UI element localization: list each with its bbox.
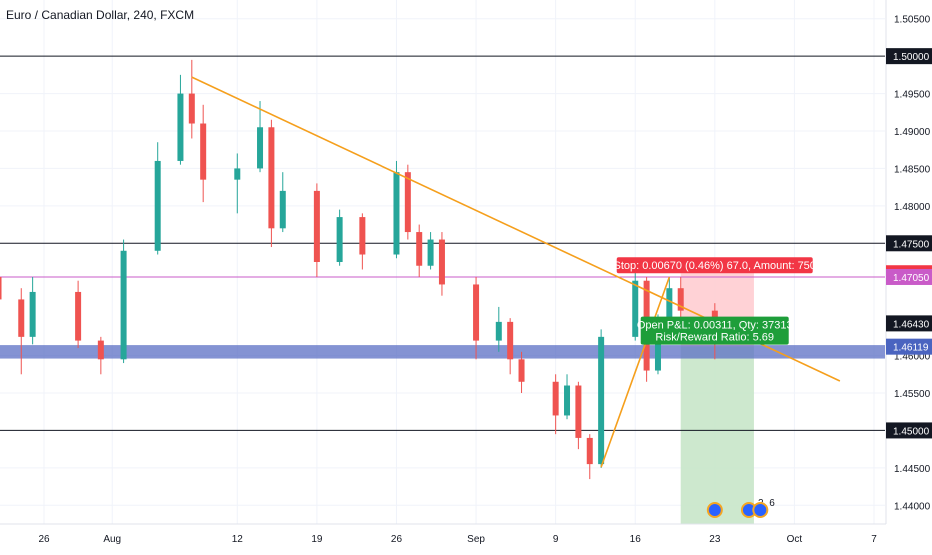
candle-body <box>188 93 195 124</box>
event-icon <box>752 502 769 518</box>
candle-body <box>177 93 184 161</box>
horizontal-levels <box>0 55 885 431</box>
stop-label-text: Stop: 0.00670 (0.46%) 67.0, Amount: 750 <box>614 260 816 272</box>
candle-body <box>598 336 605 465</box>
price-tick-label: 1.48500 <box>894 164 931 175</box>
candle-body <box>666 288 673 326</box>
candle-body <box>438 239 445 285</box>
price-label-text: 1.46430 <box>893 319 930 330</box>
target-zone <box>680 346 754 524</box>
price-label-box <box>886 315 932 332</box>
time-tick-label: Aug <box>103 534 121 545</box>
time-tick-label: 26 <box>38 534 50 545</box>
trendline[interactable] <box>600 276 671 468</box>
price-tick-label: 1.49500 <box>894 90 931 101</box>
candle-body <box>473 284 480 341</box>
candle-body <box>268 127 275 229</box>
price-label-text: 1.47500 <box>893 239 930 250</box>
candle-body <box>632 280 639 337</box>
pnl-label: Open P&L: 0.00311, Qty: 37313Risk/Reward… <box>637 316 793 345</box>
position-labels: Stop: 0.00670 (0.46%) 67.0, Amount: 750 O… <box>614 257 816 345</box>
price-tick-label: 1.44500 <box>894 464 931 475</box>
event-markers[interactable]: 26 <box>706 498 775 518</box>
candle-body <box>495 321 502 341</box>
time-tick-label: Oct <box>787 534 803 545</box>
price-label-text: 1.50000 <box>893 52 930 63</box>
candle-body <box>404 172 411 233</box>
time-tick-label: 19 <box>311 534 323 545</box>
time-tick-label: 26 <box>391 534 403 545</box>
candle-body <box>393 172 400 255</box>
candle-body <box>507 321 514 360</box>
candle-body <box>427 239 434 266</box>
chart-title: Euro / Canadian Dollar, 240, FXCM <box>6 8 195 22</box>
price-label-box <box>886 235 932 252</box>
price-label-box <box>886 268 932 285</box>
candle-body <box>586 437 593 465</box>
event-icon <box>706 502 723 518</box>
price-tick-label: 1.48000 <box>894 202 931 213</box>
candle-body <box>0 276 2 300</box>
event-count: 6 <box>769 498 775 509</box>
price-label-level: 1.47500 <box>886 235 932 252</box>
price-label-current: 1.46430 <box>886 315 932 332</box>
time-tick-label: 7 <box>871 534 877 545</box>
candle-body <box>654 325 661 371</box>
price-label-box <box>886 422 932 439</box>
support-zone <box>0 345 885 359</box>
candle-body <box>279 190 286 229</box>
time-tick-label: 12 <box>232 534 244 545</box>
pnl-label-box <box>640 316 789 345</box>
candle-body <box>120 250 127 360</box>
candle-body <box>518 359 525 382</box>
price-tick-label: 1.49000 <box>894 127 931 138</box>
candle-body <box>677 288 684 311</box>
price-label-level: 1.50000 <box>886 48 932 65</box>
price-label-text: 1.46119 <box>893 343 929 354</box>
candlestick-series <box>0 59 718 480</box>
candle-body <box>29 291 36 337</box>
candle-body <box>313 190 320 262</box>
time-axis-bg <box>0 524 932 550</box>
candle-body <box>154 160 161 251</box>
candle-body <box>336 217 343 262</box>
price-label-resistance: 1.47050 <box>886 268 932 285</box>
price-tick-label: 1.50500 <box>894 15 931 26</box>
candle-body <box>18 299 25 337</box>
event-marker[interactable]: 6 <box>752 498 775 518</box>
candle-body <box>234 168 241 180</box>
candle-body <box>257 127 264 169</box>
candle-body <box>575 385 582 438</box>
price-label-box <box>886 338 932 355</box>
price-tick-label: 1.45500 <box>894 389 931 400</box>
time-tick-label: 9 <box>553 534 559 545</box>
price-label-level: 1.45000 <box>886 422 932 439</box>
candle-body <box>97 340 104 360</box>
time-tick-label: Sep <box>467 534 485 545</box>
pnl-label-text: Open P&L: 0.00311, Qty: 37313 <box>637 320 793 332</box>
price-tick-label: 1.44000 <box>894 501 931 512</box>
candle-body <box>416 232 423 266</box>
stop-label-box <box>616 257 813 274</box>
price-label-box <box>886 48 932 65</box>
time-tick-label: 23 <box>709 534 721 545</box>
candle-body <box>200 123 207 180</box>
stop-label: Stop: 0.00670 (0.46%) 67.0, Amount: 750 <box>614 257 816 274</box>
candle-body <box>552 381 559 416</box>
candle-body <box>564 385 571 416</box>
candle-body <box>359 217 366 255</box>
price-tick-label: 1.46000 <box>894 352 931 363</box>
time-tick-label: 16 <box>630 534 642 545</box>
price-label-support: 1.46119 <box>886 338 932 355</box>
ratio-label-text: Risk/Reward Ratio: 5.69 <box>655 332 774 344</box>
price-label-text: 1.47050 <box>893 273 930 284</box>
price-label-text: 1.45000 <box>893 426 930 437</box>
candle-body <box>75 291 82 341</box>
event-marker[interactable] <box>706 502 723 518</box>
